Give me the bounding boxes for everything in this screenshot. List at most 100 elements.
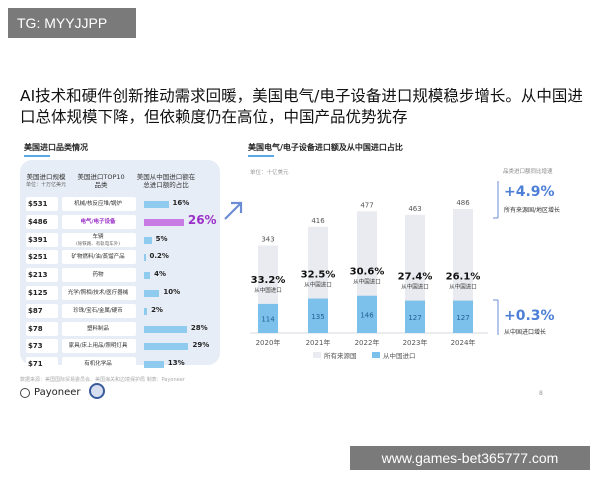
import-value: $71 [28, 360, 43, 369]
china-value-label: 146 [360, 311, 374, 319]
x-tick-label: 2024年 [451, 338, 476, 347]
table-row: $486 电气/电子设备 26% [26, 213, 217, 231]
import-value: $78 [28, 324, 43, 333]
china-value-label: 127 [456, 314, 469, 322]
value-cell [26, 357, 58, 372]
value-cell [26, 321, 58, 336]
table-row: $531 机械/核反应堆/锅炉 16% [26, 195, 216, 213]
category-cell [62, 232, 136, 247]
share-label: 16% [172, 199, 190, 207]
payoneer-ring-icon [20, 387, 30, 398]
total-value-label: 343 [261, 235, 274, 243]
value-cell [26, 250, 58, 265]
x-tick-label: 2022年 [355, 338, 380, 347]
share-label: 28% [190, 323, 208, 332]
share-label: 4% [154, 270, 167, 279]
share-label: 32.5% [301, 270, 336, 281]
category-cell [62, 303, 136, 318]
table-row: $78 塑料制品 28% [26, 320, 216, 338]
value-cell [26, 286, 58, 300]
value-cell [26, 232, 58, 247]
table-row: $213 药物 4% [26, 266, 216, 284]
import-value: $73 [28, 342, 43, 351]
category-cell [62, 357, 136, 372]
table-row: $73 家具/床上用品/照明灯具 29% [26, 337, 216, 355]
share-bar [144, 272, 151, 280]
china-value-label: 135 [311, 313, 324, 321]
value-cell [26, 339, 58, 354]
growth-header: 品类进口额同比增速 [503, 167, 553, 175]
china-bar [357, 295, 377, 333]
category-cell [62, 268, 136, 283]
china-bar [258, 303, 278, 333]
category-sub-label: (除铁路、有轨电车外) [75, 241, 120, 247]
tg-badge: TG: MYYJJPP [8, 8, 136, 38]
china-bar [453, 300, 473, 333]
growth-all-value: +4.9% [504, 184, 555, 200]
share-caption: 从中国进口 [304, 281, 332, 289]
category-cell [62, 214, 136, 229]
import-value: $213 [28, 271, 48, 280]
table-row: $251 矿物燃料/油/蒸馏产品 0.2% [26, 248, 216, 266]
share-bar [144, 201, 169, 208]
share-bar [144, 361, 164, 369]
share-bar [144, 290, 160, 297]
total-value-label: 477 [360, 201, 373, 209]
unit-label: 单位：十亿美元 [250, 168, 289, 176]
table-row: $71 有机化学品 13% [26, 355, 216, 373]
import-value: $486 [28, 217, 48, 226]
share-caption: 从中国进口 [449, 283, 477, 291]
left-table-title: 美国进口品类情况 [24, 142, 88, 157]
growth-all-label: 所有来源国/地区增长 [504, 206, 560, 214]
category-label: 有机化学品 [84, 361, 112, 368]
value-cell [26, 303, 58, 318]
share-bar [144, 307, 148, 315]
category-label: 塑料制品 [86, 325, 109, 332]
category-cell [62, 286, 136, 300]
import-value: $391 [28, 235, 48, 244]
category-cell [62, 339, 136, 354]
import-value: $531 [28, 200, 48, 208]
x-tick-label: 2023年 [403, 338, 428, 347]
value-cell [26, 214, 58, 229]
category-cell [62, 321, 136, 336]
legend-label-china: 从中国进口 [383, 351, 416, 360]
table-row: $391 车辆 (除铁路、有轨电车外) 5% [26, 231, 216, 249]
headline: AI技术和硬件创新推动需求回暖，美国电气/电子设备进口规模稳步增长。从中国进口总… [20, 87, 583, 126]
china-value-label: 127 [408, 314, 421, 322]
legend-swatch-total [313, 352, 321, 358]
table-row: $125 光学/照相/技术/医疗器械 10% [26, 284, 216, 302]
right-chart-title: 美国电气/电子设备进口额及从中国进口占比 [248, 142, 403, 157]
legend-swatch-china [372, 352, 380, 358]
share-bar [144, 218, 184, 226]
share-label: 29% [192, 341, 210, 350]
category-label: 珍珠/宝石/金属/硬币 [73, 307, 123, 314]
payoneer-logo: Payoneer [20, 387, 81, 398]
category-label: 药物 [92, 272, 104, 279]
source-note: 数据来源：美国国际贸易委员会、美国海关和边境保护局 制表：Payoneer [20, 377, 185, 383]
share-label: 30.6% [350, 267, 385, 278]
growth-china-label: 从中国进口增长 [504, 328, 546, 336]
growth-china-value: +0.3% [504, 308, 555, 324]
payoneer-text: Payoneer [34, 387, 81, 398]
x-tick-label: 2021年 [306, 338, 331, 347]
share-label: 13% [167, 359, 185, 368]
category-label: 光学/照相/技术/医疗器械 [67, 290, 129, 296]
value-cell [26, 268, 58, 283]
legend-label-total: 所有来源国 [324, 351, 357, 360]
share-label: 0.2% [149, 252, 169, 261]
import-value: $251 [28, 253, 48, 262]
total-value-label: 463 [408, 205, 421, 213]
share-label: 33.2% [251, 275, 286, 286]
col-head-category: 美国进口TOP10品类 [77, 173, 125, 189]
watermark-url: www.games-bet365777.com [350, 446, 590, 470]
share-label: 26.1% [446, 272, 481, 283]
arrow-right-icon [224, 201, 243, 220]
category-label: 车辆 (除铁路、有轨电车外) [62, 234, 134, 248]
category-label: 电气/电子设备 [80, 218, 116, 225]
category-label: 机械/核反应堆/锅炉 [74, 201, 122, 207]
value-cell [26, 197, 58, 211]
x-tick-label: 2020年 [256, 338, 281, 347]
china-value-label: 114 [261, 315, 275, 323]
